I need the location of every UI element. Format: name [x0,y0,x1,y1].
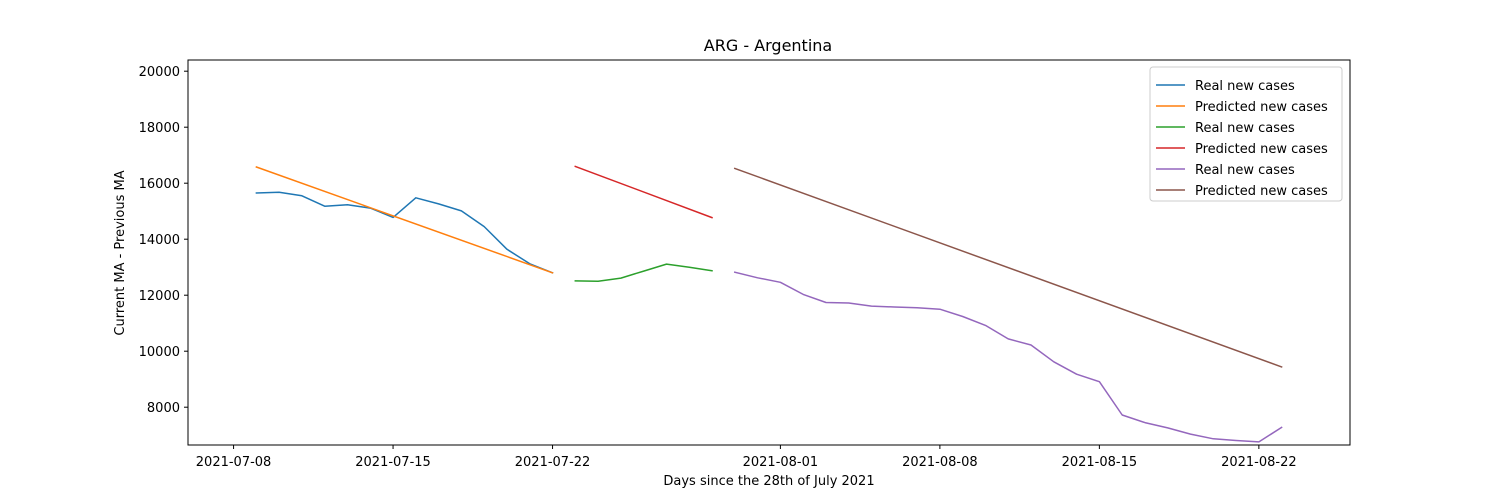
series-line-5 [733,271,1283,443]
plot-area-frame [187,59,1351,446]
legend: Real new cases Predicted new cases Real ne… [1149,66,1343,202]
series-line-2 [255,166,554,274]
series-line-1 [255,191,554,274]
x-axis-label: Days since the 28th of July 2021 [663,474,874,489]
y-tick-label: 12000 [139,289,180,304]
y-tick-label: 16000 [139,177,180,192]
x-tick-label: 2021-08-08 [902,455,978,470]
y-tick-label: 18000 [139,121,180,136]
series-layer [255,165,1283,443]
y-tick-label: 10000 [139,345,180,360]
legend-label: Predicted new cases [1195,100,1328,115]
y-tick-label: 8000 [147,401,180,416]
legend-label: Predicted new cases [1195,184,1328,199]
series-line-6 [733,167,1283,368]
legend-label: Real new cases [1195,121,1295,136]
x-tick-label: 2021-08-22 [1221,455,1297,470]
legend-label: Real new cases [1195,79,1295,94]
series-line-4 [574,165,713,219]
chart-title: ARG - Argentina [704,36,832,55]
y-axis: 8000 10000 12000 14000 16000 18000 20000 [139,65,188,416]
x-tick-label: 2021-07-22 [515,455,591,470]
x-tick-label: 2021-07-08 [196,455,272,470]
x-tick-label: 2021-07-15 [355,455,431,470]
x-tick-label: 2021-08-01 [743,455,819,470]
x-tick-label: 2021-08-15 [1062,455,1138,470]
legend-box [1149,66,1343,202]
series-line-3 [574,263,713,282]
y-axis-label: Current MA - Previous MA [113,170,128,335]
legend-label: Predicted new cases [1195,142,1328,157]
y-tick-label: 20000 [139,65,180,80]
x-axis: 2021-07-08 2021-07-15 2021-07-22 2021-08-01… [196,445,1297,470]
legend-label: Real new cases [1195,163,1295,178]
y-tick-label: 14000 [139,233,180,248]
